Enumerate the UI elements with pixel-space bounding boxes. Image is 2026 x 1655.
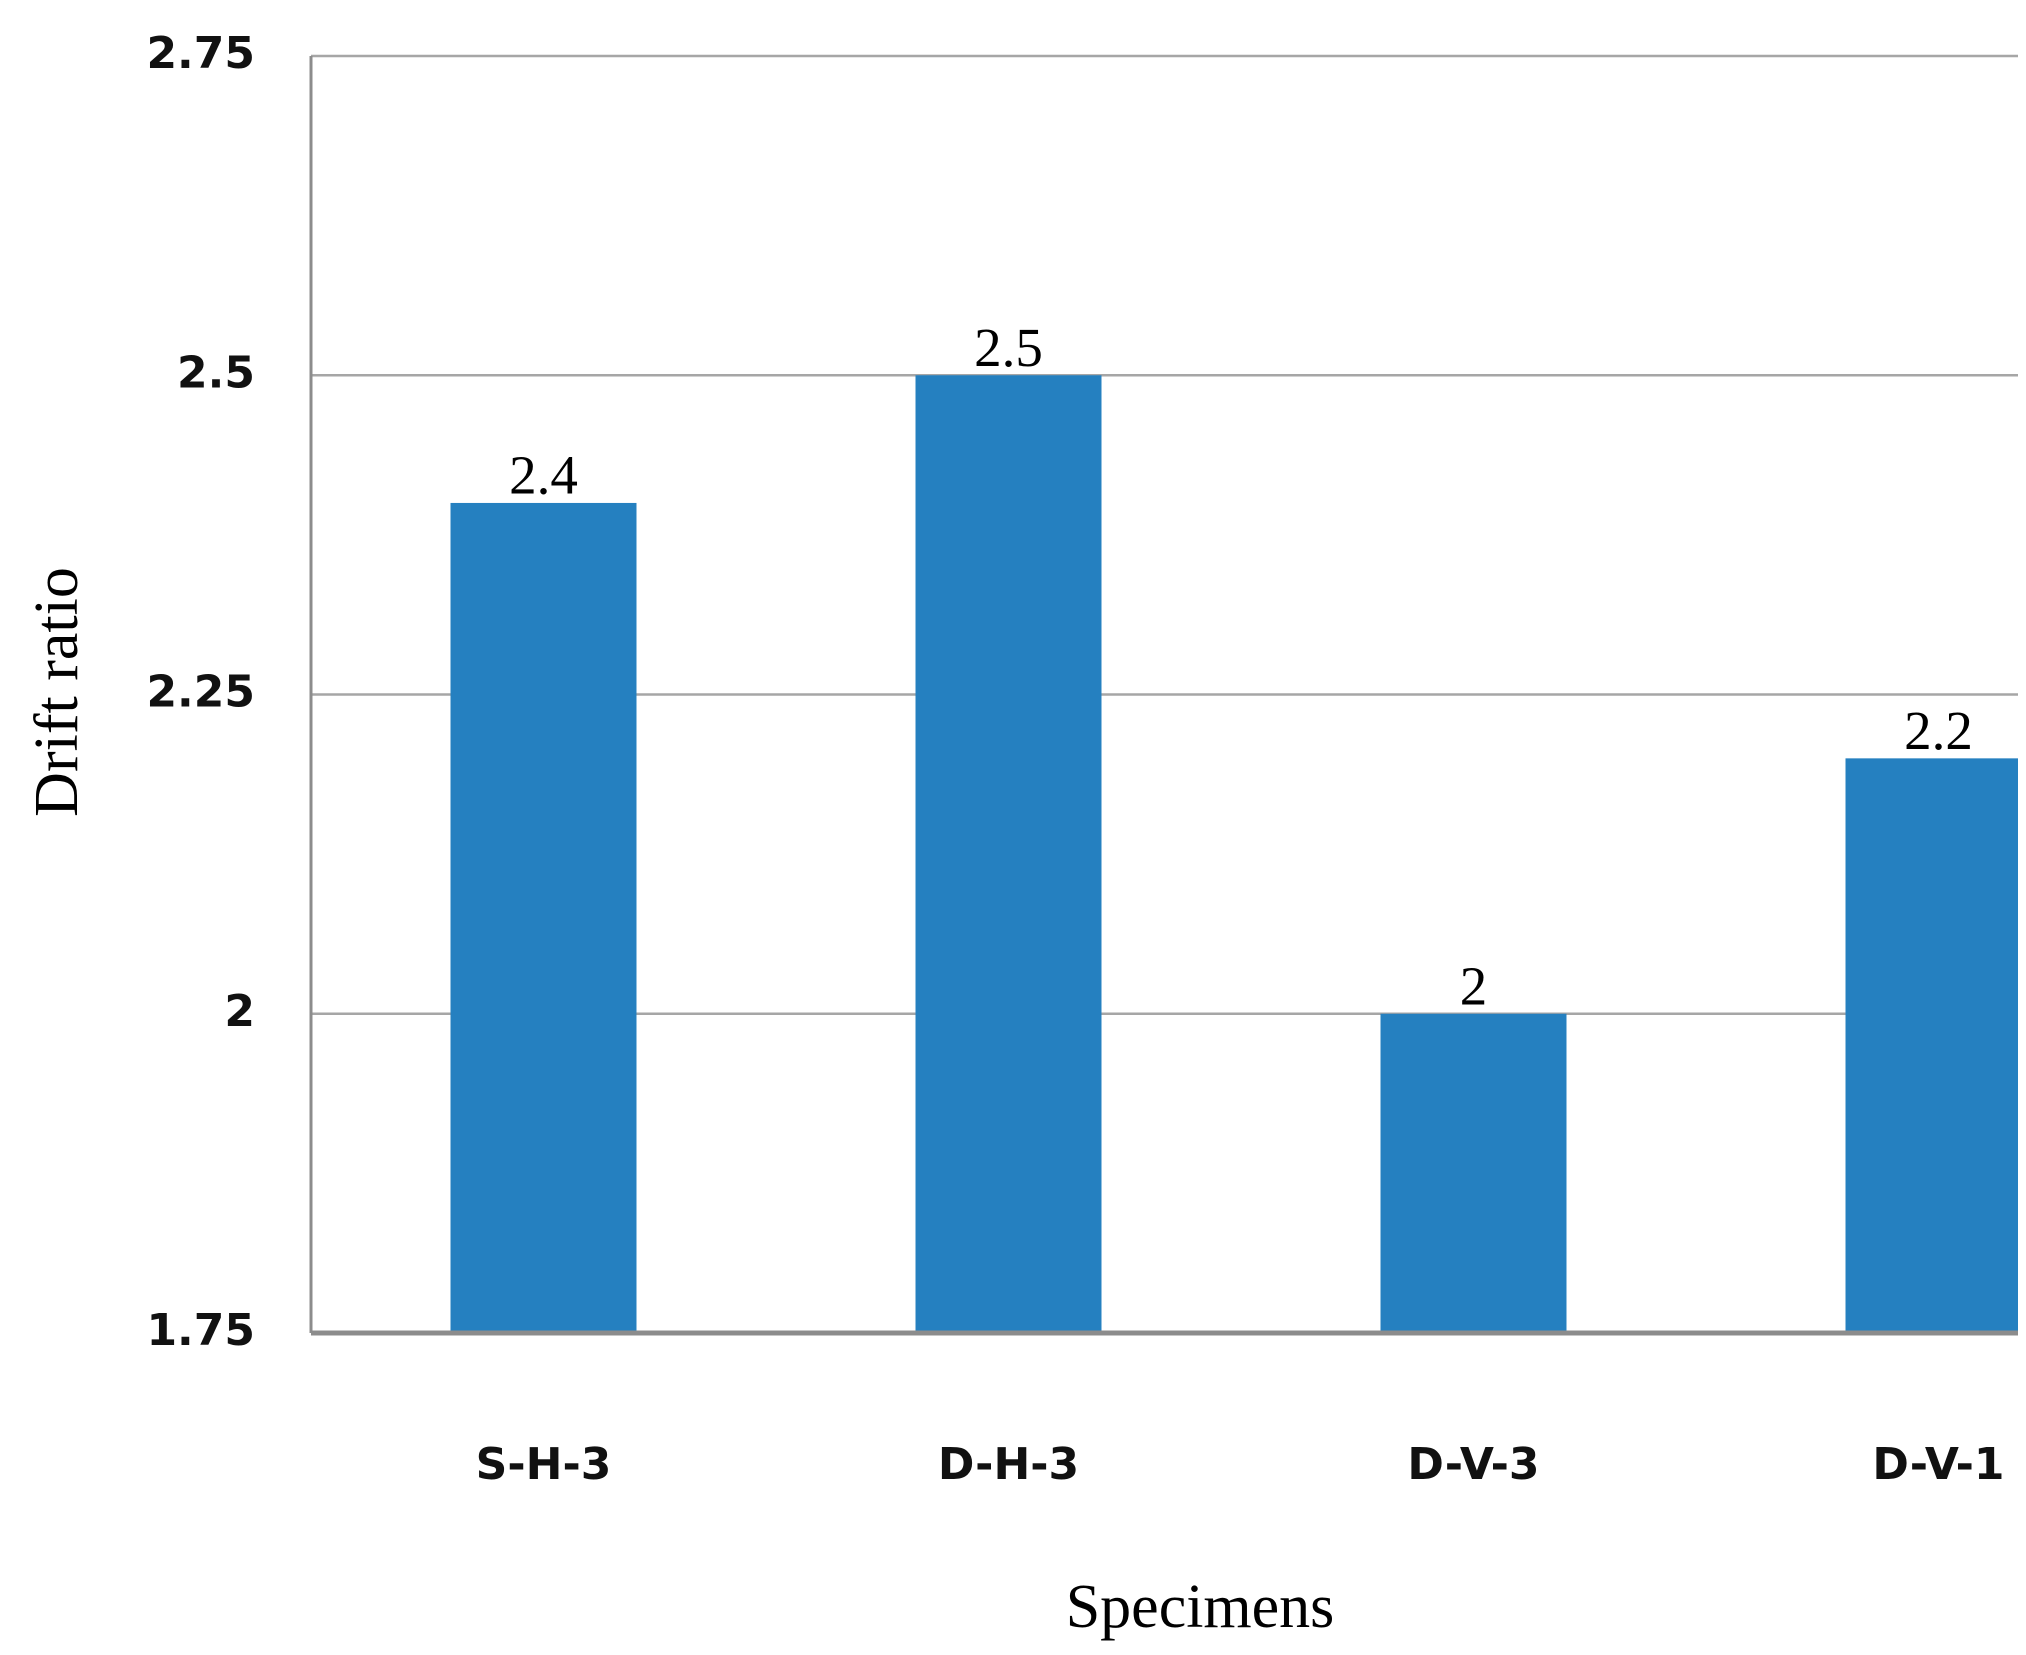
x-axis-title: Specimens [1066, 1573, 1335, 1641]
y-tick-label: 2.75 [146, 28, 255, 79]
data-label: 2 [1460, 955, 1488, 1016]
bar [450, 502, 637, 1333]
y-tick-label: 2 [224, 986, 255, 1037]
x-tick-label: S-H-3 [476, 1439, 612, 1490]
data-label: 2.4 [509, 445, 578, 506]
bar [915, 375, 1102, 1333]
x-tick-label: D-V-3 [1407, 1439, 1539, 1490]
y-axis-title: Drift ratio [23, 567, 91, 817]
y-tick-label: 1.75 [146, 1305, 255, 1356]
bar [1380, 1013, 1567, 1333]
x-tick-label: D-V-1 [1872, 1439, 2004, 1490]
y-tick-label: 2.5 [177, 347, 255, 398]
data-label: 2.5 [974, 317, 1043, 378]
y-tick-label: 2.25 [146, 667, 255, 718]
data-label: 2.2 [1904, 700, 1973, 761]
bar [1845, 758, 2018, 1333]
plot-area [450, 375, 2018, 1333]
x-tick-label: D-H-3 [938, 1439, 1079, 1490]
